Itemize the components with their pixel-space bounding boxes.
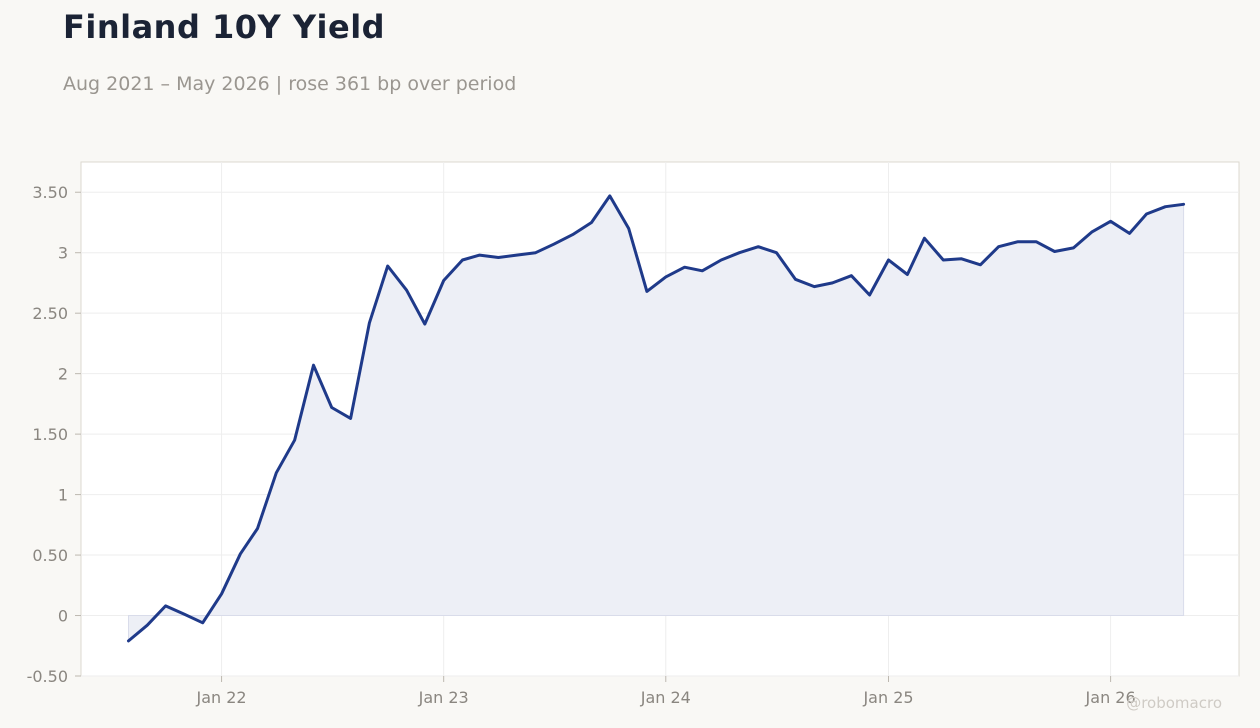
x-tick-label: Jan 22 xyxy=(196,688,247,707)
y-tick-label: 3.50 xyxy=(32,183,68,202)
x-tick-label: Jan 26 xyxy=(1085,688,1136,707)
y-tick-label: 0 xyxy=(58,607,68,626)
x-tick-label: Jan 24 xyxy=(640,688,691,707)
chart-title: Finland 10Y Yield xyxy=(63,8,386,46)
yield-line xyxy=(127,194,1186,643)
chart-subtitle: Aug 2021 – May 2026 | rose 361 bp over p… xyxy=(63,73,517,95)
y-tick-label: 1 xyxy=(58,486,68,505)
x-tick-label: Jan 23 xyxy=(418,688,469,707)
y-tick-label: 0.50 xyxy=(32,546,68,565)
y-tick-label: 1.50 xyxy=(32,425,68,444)
y-tick-label: 3 xyxy=(58,244,68,263)
x-axis: Jan 22 Jan 23 Jan 24 Jan 25 Jan 26 xyxy=(196,676,1136,707)
y-tick-label: 2 xyxy=(58,365,68,384)
watermark: @robomacro xyxy=(1126,694,1222,712)
y-tick-label: 2.50 xyxy=(32,304,68,323)
x-tick-label: Jan 25 xyxy=(862,688,913,707)
y-tick-label: -0.50 xyxy=(27,667,68,686)
y-axis: -0.50 0 0.50 1 1.50 2 2.50 3 3.50 xyxy=(27,183,81,686)
